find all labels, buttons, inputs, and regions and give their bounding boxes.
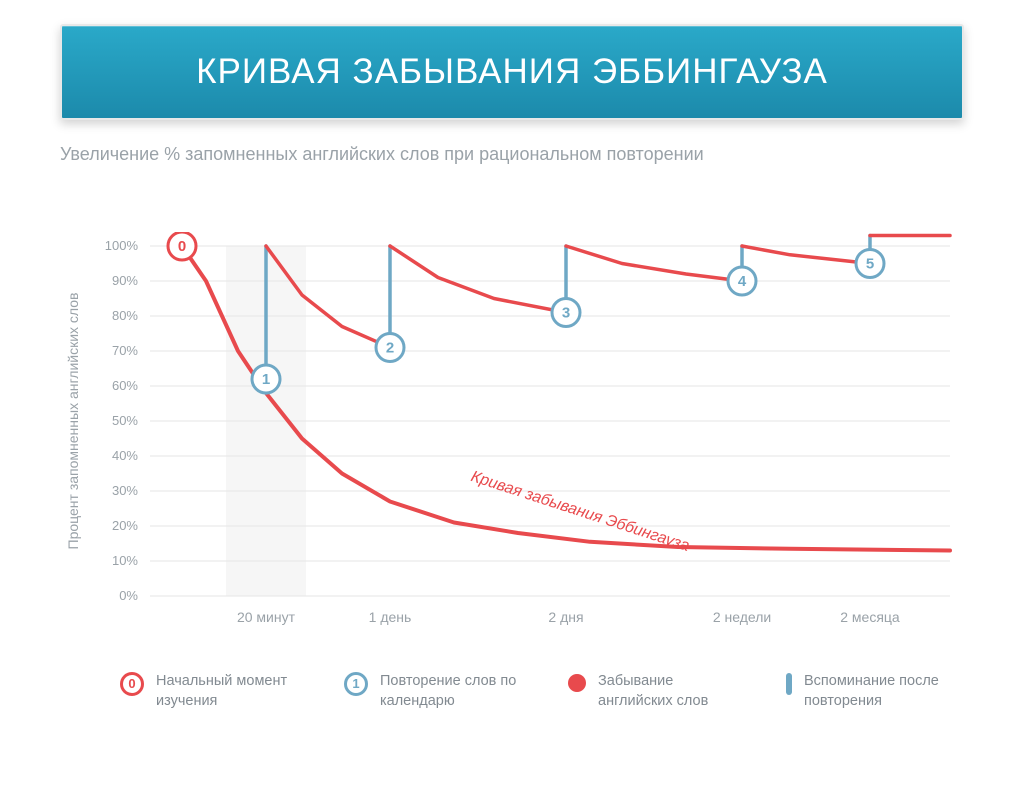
legend-item: Забывание английских слов [568, 672, 748, 711]
repetition-marker-label: 1 [262, 371, 270, 388]
legend-dot-icon [568, 674, 586, 692]
repetition-decay [566, 246, 742, 281]
legend-bubble-icon: 0 [120, 672, 144, 696]
title-banner: КРИВАЯ ЗАБЫВАНИЯ ЭББИНГАУЗА [60, 24, 964, 120]
x-tick-label: 2 недели [713, 609, 771, 625]
legend-label: Повторение слов по календарю [380, 672, 530, 711]
repetition-decay [390, 246, 566, 313]
x-tick-label: 2 месяца [840, 609, 900, 625]
x-tick-label: 20 минут [237, 609, 296, 625]
legend: 0 Начальный момент изучения 1 Повторение сл… [120, 672, 980, 711]
x-tick-label: 1 день [369, 609, 412, 625]
repetition-decay [742, 246, 870, 264]
repetition-marker-label: 0 [178, 238, 186, 255]
forgetting-curve-chart: 0% 10% 20% 30% 40% 50% 60% 70% 80% 90% 100% 20 мину… [60, 232, 965, 652]
legend-label: Начальный момент изучения [156, 672, 306, 711]
legend-bar-icon [786, 673, 792, 695]
chart-subtitle: Увеличение % запомненных английских слов… [60, 144, 964, 165]
repetition-marker-label: 3 [562, 305, 570, 322]
y-tick-label: 60% [112, 378, 138, 393]
legend-item: Вспоминание после повторения [786, 672, 954, 711]
y-tick-label: 40% [112, 448, 138, 463]
y-axis-label: Процент запомненных английских слов [65, 293, 81, 550]
y-tick-label: 50% [112, 413, 138, 428]
repetition-marker-label: 2 [386, 340, 394, 357]
y-tick-label: 20% [112, 518, 138, 533]
legend-label: Вспоминание после повторения [804, 672, 954, 711]
y-tick-label: 10% [112, 553, 138, 568]
y-tick-label: 100% [105, 238, 139, 253]
legend-item: 1 Повторение слов по календарю [344, 672, 530, 711]
legend-item: 0 Начальный момент изучения [120, 672, 306, 711]
y-tick-label: 70% [112, 343, 138, 358]
page-title: КРИВАЯ ЗАБЫВАНИЯ ЭББИНГАУЗА [82, 52, 942, 92]
repetition-marker-label: 5 [866, 256, 874, 273]
legend-label: Забывание английских слов [598, 672, 748, 711]
y-tick-label: 80% [112, 308, 138, 323]
repetition-marker-label: 4 [738, 273, 747, 290]
x-tick-label: 2 дня [548, 609, 583, 625]
legend-bubble-icon: 1 [344, 672, 368, 696]
y-tick-label: 0% [119, 588, 138, 603]
y-tick-label: 30% [112, 483, 138, 498]
y-tick-label: 90% [112, 273, 138, 288]
